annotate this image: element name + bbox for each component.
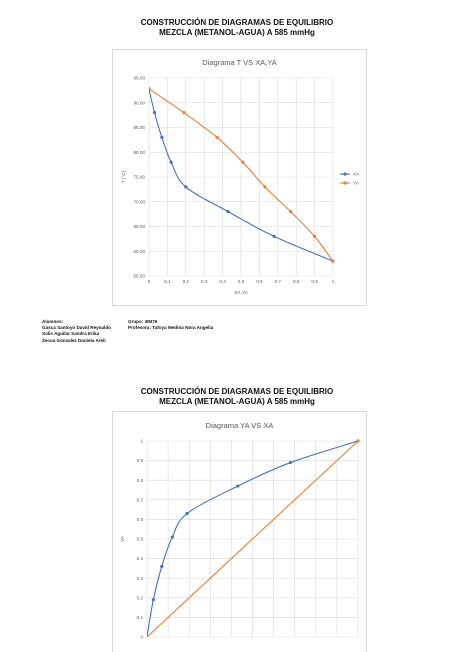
- y-tick-label: 0.9: [137, 458, 144, 463]
- doc-title-1-line-1: CONSTRUCCIÓN DE DIAGRAMAS DE EQUILIBRIO: [140, 18, 334, 27]
- data-point-series: [185, 511, 189, 516]
- y-tick-label: 70.00: [134, 199, 146, 204]
- series-line: [147, 440, 359, 637]
- data-point-ya: [263, 185, 267, 189]
- x-tick-label: 0.4: [219, 279, 226, 284]
- data-point-ya: [241, 160, 245, 164]
- legend-marker: [343, 181, 347, 185]
- course-block: Grupo: 3IM76 Profesora: Tafoya Medina No…: [128, 319, 213, 331]
- chart-ya-vs-xa: Diagrama YA VS XA 0 0.1 0.2 0.3 0.4 0.5 0.6 0.7…: [112, 411, 367, 652]
- data-point-xa: [226, 210, 230, 214]
- student-name: Solis Aguilar Sandra Erika: [42, 331, 100, 337]
- data-point-ya: [149, 87, 151, 91]
- data-point-xa: [184, 185, 188, 189]
- professor-label: Profesora: Tafoya Medina Nora Angelia: [128, 325, 214, 331]
- y-tick-label: 0.2: [137, 595, 144, 600]
- y-tick-label: 0.3: [137, 576, 144, 581]
- y-tick-label: 0.4: [137, 556, 144, 561]
- y-axis-title: YA: [120, 535, 126, 542]
- students-block: Alumnos: Gasca Santoyo David Reynaldo So…: [42, 319, 111, 344]
- x-tick-label: 1: [332, 279, 335, 284]
- y-tick-label: 1: [140, 439, 143, 444]
- y-tick-label: 60.00: [134, 249, 146, 254]
- plot-area: [149, 87, 335, 263]
- data-point-xa: [160, 135, 164, 139]
- y-tick-label: 65.00: [134, 224, 146, 229]
- y-tick-label: 0.5: [137, 537, 144, 542]
- data-point-ya: [215, 135, 219, 139]
- x-tick-label: 0.1: [164, 279, 171, 284]
- data-point-series: [356, 439, 360, 443]
- y-tick-label: 0.6: [137, 517, 144, 522]
- y-axis-title: T (°C): [121, 170, 127, 183]
- legend-label: XA: [353, 172, 360, 178]
- data-point-ya: [331, 259, 335, 263]
- y-tick-label: 90.00: [134, 100, 146, 105]
- x-tick-label: 0.9: [311, 279, 318, 284]
- chart-1-title: Diagrama T VS XA,YA: [202, 58, 277, 67]
- y-tick-label: 0.1: [137, 615, 144, 620]
- y-tick-label: 75.00: [134, 175, 146, 180]
- data-point-series: [160, 564, 164, 569]
- y-tick-label: 80.00: [134, 150, 146, 155]
- legend-label: YA: [353, 181, 360, 187]
- doc-title-1-line-2: MEZCLA (METANOL-AGUA) A 585 mmHg: [159, 28, 315, 37]
- group-label: Grupo: 3IM76: [128, 319, 158, 324]
- y-tick-label: 0.8: [137, 478, 144, 483]
- chart-1-plot: 55.00 60.00 65.00 70.00 75.00 80.00 85.00 90.00…: [121, 76, 360, 296]
- data-point-ya: [289, 210, 293, 214]
- series-line: [149, 88, 334, 262]
- plot-area: [147, 439, 360, 637]
- data-point-series: [170, 535, 174, 539]
- students-label: Alumnos:: [42, 319, 64, 324]
- data-point-xa: [169, 160, 173, 164]
- y-tick-label: 0: [140, 635, 143, 640]
- x-tick-label: 0: [148, 279, 151, 284]
- student-name: Zecua Gonzalez Daniela Areli: [42, 337, 106, 343]
- y-tick-label: 95.00: [134, 76, 146, 81]
- data-point-ya: [182, 111, 186, 115]
- series-line: [149, 88, 334, 262]
- data-point-series: [151, 598, 155, 602]
- data-point-ya: [313, 234, 317, 238]
- x-tick-label: 0.6: [256, 279, 263, 284]
- x-tick-label: 0.7: [275, 279, 282, 284]
- x-tick-label: 0.3: [201, 279, 208, 284]
- doc-title-2-line-2: MEZCLA (METANOL-AGUA) A 585 mmHg: [159, 397, 315, 406]
- chart-2-plot: 0 0.1 0.2 0.3 0.4 0.5 0.6 0.7 0.8 0.9 1 YA: [120, 439, 360, 640]
- data-point-series: [147, 635, 149, 637]
- doc-title-2-line-1: CONSTRUCCIÓN DE DIAGRAMAS DE EQUILIBRIO: [140, 387, 334, 396]
- y-tick-label: 55.00: [134, 274, 146, 279]
- x-axis-title: XA,YA: [234, 290, 249, 296]
- data-point-xa: [152, 111, 157, 115]
- y-tick-label: 0.7: [137, 497, 144, 502]
- y-tick-label: 85.00: [134, 125, 146, 130]
- data-point-xa: [272, 234, 276, 238]
- chart-t-vs-xa-ya: Diagrama T VS XA,YA 55.00 60.00 65.00 70.00…: [112, 49, 367, 306]
- data-point-series: [288, 460, 293, 465]
- x-tick-label: 0.5: [238, 279, 245, 284]
- x-tick-label: 0.8: [293, 279, 300, 284]
- chart-2-title: Diagrama YA VS XA: [205, 421, 274, 430]
- legend-marker: [343, 172, 347, 176]
- student-name: Gasca Santoyo David Reynaldo: [42, 325, 111, 331]
- x-tick-label: 0.2: [183, 279, 190, 284]
- data-point-series: [236, 484, 240, 488]
